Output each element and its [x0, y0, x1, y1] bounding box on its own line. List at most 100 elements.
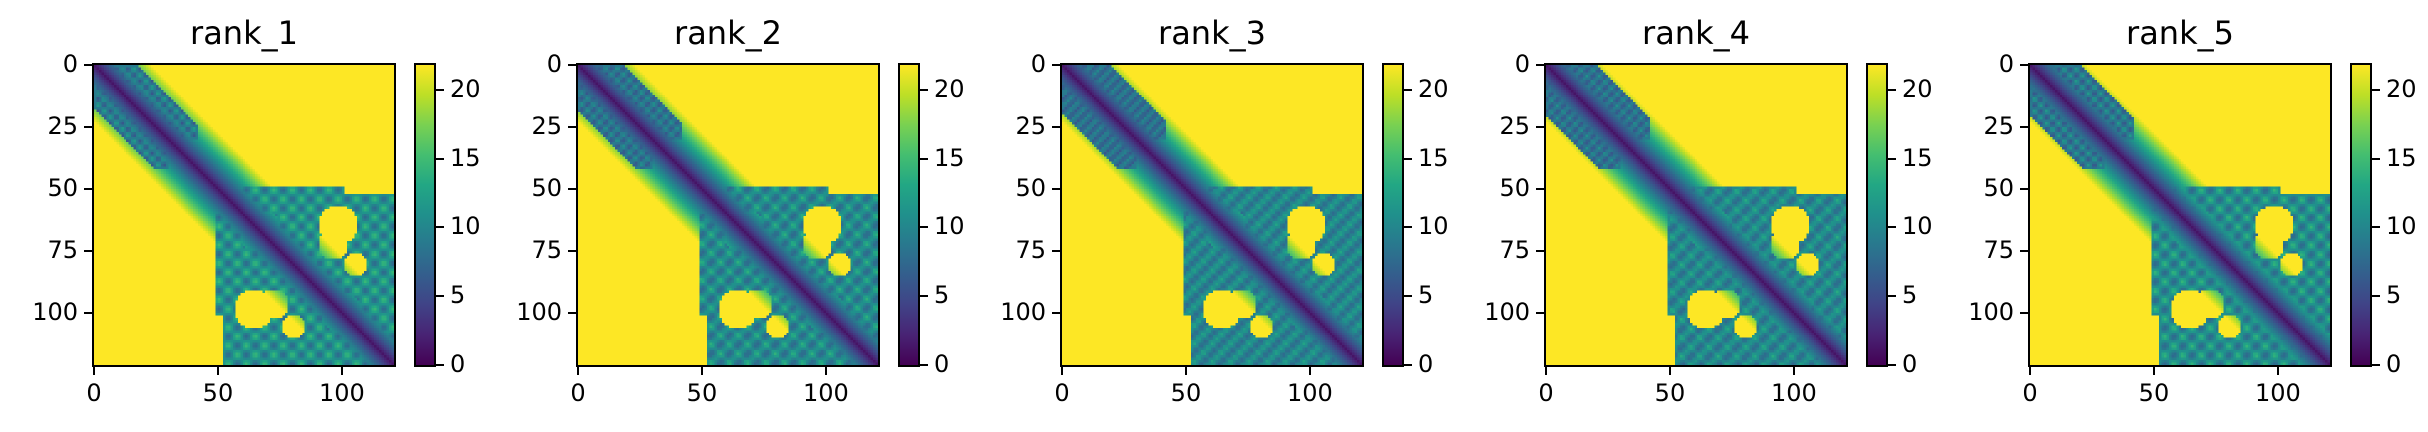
- x-tick-label: 50: [2138, 379, 2170, 407]
- x-tick-label: 0: [86, 379, 102, 407]
- x-tick-mark: [340, 367, 343, 375]
- colorbar-tick-mark: [2372, 157, 2380, 160]
- colorbar-tick-label: 5: [1902, 281, 1918, 310]
- colorbar-tick-label: 20: [934, 74, 965, 103]
- y-tick-label: 50: [47, 173, 78, 202]
- colorbar-tick-mark: [920, 88, 928, 91]
- y-tick-mark: [1052, 64, 1060, 66]
- heatmap-image: [578, 65, 878, 365]
- colorbar-tick-label: 0: [2386, 350, 2402, 378]
- colorbar-tick-label: 15: [1902, 143, 1933, 172]
- y-tick-mark: [84, 125, 92, 128]
- x-tick-mark: [1668, 367, 1671, 375]
- y-tick-label: 100: [32, 297, 78, 326]
- y-tick-label: 100: [1000, 297, 1046, 326]
- x-tick-mark: [2152, 367, 2155, 375]
- colorbar-tick-mark: [436, 295, 444, 298]
- colorbar-tick-mark: [920, 364, 928, 366]
- y-tick-mark: [1536, 125, 1544, 128]
- colorbar-tick-label: 15: [2386, 143, 2417, 172]
- y-tick-label: 25: [531, 111, 562, 140]
- y-tick-mark: [1052, 187, 1060, 190]
- y-tick-label: 75: [47, 235, 78, 264]
- x-tick-mark: [1792, 367, 1795, 375]
- colorbar-tick-mark: [436, 88, 444, 91]
- panel-title: rank_3: [1158, 14, 1266, 52]
- x-tick-label: 0: [2022, 379, 2038, 407]
- x-tick-mark: [2276, 367, 2279, 375]
- colorbar: [1382, 63, 1404, 367]
- colorbar-tick-label: 10: [1418, 212, 1449, 241]
- y-tick-mark: [568, 125, 576, 128]
- y-tick-label: 75: [1983, 235, 2014, 264]
- y-tick-mark: [1536, 64, 1544, 66]
- colorbar-tick-mark: [2372, 226, 2380, 229]
- y-tick-mark: [2020, 187, 2028, 190]
- panel-title: rank_5: [2126, 14, 2234, 52]
- colorbar-tick-label: 5: [450, 281, 466, 310]
- colorbar: [898, 63, 920, 367]
- heatmap-plot: [2028, 63, 2332, 367]
- colorbar-tick-mark: [1404, 364, 1412, 366]
- colorbar-tick-label: 10: [934, 212, 965, 241]
- colorbar-tick-mark: [1404, 88, 1412, 91]
- y-tick-mark: [84, 249, 92, 252]
- heatmap-plot: [92, 63, 396, 367]
- colorbar: [2350, 63, 2372, 367]
- colorbar-tick-label: 5: [934, 281, 950, 310]
- y-tick-mark: [1052, 311, 1060, 314]
- colorbar-tick-mark: [1888, 295, 1896, 298]
- colorbar-tick-label: 0: [1418, 350, 1434, 378]
- x-tick-label: 100: [1287, 379, 1333, 407]
- y-tick-mark: [1536, 187, 1544, 190]
- x-tick-label: 100: [2255, 379, 2301, 407]
- y-tick-label: 0: [546, 50, 562, 78]
- colorbar-tick-label: 15: [450, 143, 481, 172]
- colorbar: [414, 63, 436, 367]
- y-tick-label: 100: [1968, 297, 2014, 326]
- colorbar-tick-mark: [920, 157, 928, 160]
- y-tick-label: 100: [516, 297, 562, 326]
- y-tick-mark: [568, 249, 576, 252]
- y-tick-label: 25: [47, 111, 78, 140]
- colorbar-tick-mark: [1888, 226, 1896, 229]
- y-tick-label: 75: [1015, 235, 1046, 264]
- colorbar-tick-mark: [920, 226, 928, 229]
- heatmap-plot: [1060, 63, 1364, 367]
- colorbar-tick-label: 15: [934, 143, 965, 172]
- x-tick-label: 100: [319, 379, 365, 407]
- colorbar-tick-mark: [2372, 88, 2380, 91]
- y-tick-label: 100: [1484, 297, 1530, 326]
- y-tick-label: 50: [1499, 173, 1530, 202]
- x-tick-label: 50: [686, 379, 718, 407]
- panel-title: rank_4: [1642, 14, 1750, 52]
- colorbar-tick-label: 5: [1418, 281, 1434, 310]
- colorbar-tick-mark: [1888, 88, 1896, 91]
- colorbar-tick-label: 20: [1418, 74, 1449, 103]
- x-tick-mark: [1545, 367, 1547, 375]
- heatmap-plot: [576, 63, 880, 367]
- x-tick-mark: [2029, 367, 2031, 375]
- colorbar-tick-mark: [436, 157, 444, 160]
- y-tick-label: 25: [1983, 111, 2014, 140]
- y-tick-mark: [2020, 125, 2028, 128]
- y-tick-label: 50: [1015, 173, 1046, 202]
- panel-title: rank_2: [674, 14, 782, 52]
- y-tick-mark: [2020, 64, 2028, 66]
- heatmap-image: [94, 65, 394, 365]
- y-tick-mark: [1536, 311, 1544, 314]
- y-tick-mark: [2020, 249, 2028, 252]
- y-tick-mark: [1052, 125, 1060, 128]
- y-tick-label: 75: [1499, 235, 1530, 264]
- colorbar-tick-mark: [920, 295, 928, 298]
- y-tick-label: 75: [531, 235, 562, 264]
- x-tick-mark: [1308, 367, 1311, 375]
- colorbar-tick-label: 0: [934, 350, 950, 378]
- y-tick-mark: [84, 311, 92, 314]
- colorbar-tick-mark: [436, 226, 444, 229]
